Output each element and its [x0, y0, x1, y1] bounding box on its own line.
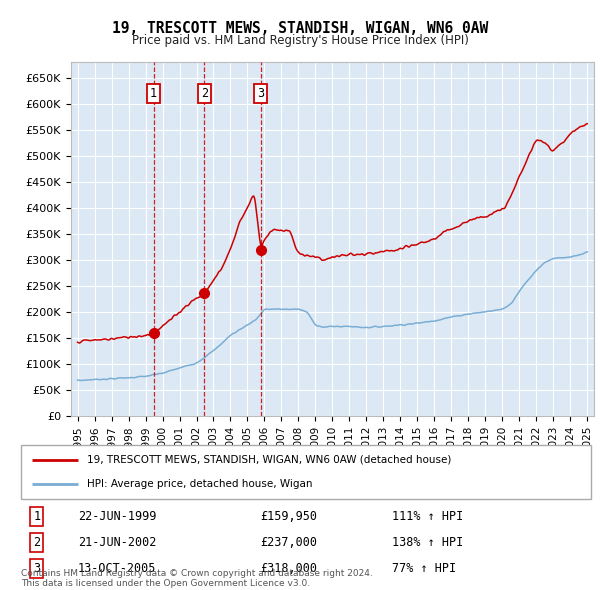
Text: £159,950: £159,950 — [260, 510, 317, 523]
Text: 13-OCT-2005: 13-OCT-2005 — [78, 562, 157, 575]
Text: 3: 3 — [34, 562, 41, 575]
Text: 21-JUN-2002: 21-JUN-2002 — [78, 536, 157, 549]
Text: Contains HM Land Registry data © Crown copyright and database right 2024.
This d: Contains HM Land Registry data © Crown c… — [21, 569, 373, 588]
Text: £318,000: £318,000 — [260, 562, 317, 575]
FancyBboxPatch shape — [21, 445, 591, 499]
Text: 19, TRESCOTT MEWS, STANDISH, WIGAN, WN6 0AW (detached house): 19, TRESCOTT MEWS, STANDISH, WIGAN, WN6 … — [86, 455, 451, 465]
Text: Price paid vs. HM Land Registry's House Price Index (HPI): Price paid vs. HM Land Registry's House … — [131, 34, 469, 47]
Text: 1: 1 — [34, 510, 41, 523]
Text: 2: 2 — [34, 536, 41, 549]
Text: 19, TRESCOTT MEWS, STANDISH, WIGAN, WN6 0AW: 19, TRESCOTT MEWS, STANDISH, WIGAN, WN6 … — [112, 21, 488, 35]
Text: 138% ↑ HPI: 138% ↑ HPI — [392, 536, 463, 549]
Text: 77% ↑ HPI: 77% ↑ HPI — [392, 562, 455, 575]
Text: £237,000: £237,000 — [260, 536, 317, 549]
Text: 2: 2 — [201, 87, 208, 100]
Text: HPI: Average price, detached house, Wigan: HPI: Average price, detached house, Wiga… — [86, 479, 312, 489]
Text: 3: 3 — [257, 87, 265, 100]
Text: 22-JUN-1999: 22-JUN-1999 — [78, 510, 157, 523]
Text: 111% ↑ HPI: 111% ↑ HPI — [392, 510, 463, 523]
Text: 1: 1 — [150, 87, 157, 100]
